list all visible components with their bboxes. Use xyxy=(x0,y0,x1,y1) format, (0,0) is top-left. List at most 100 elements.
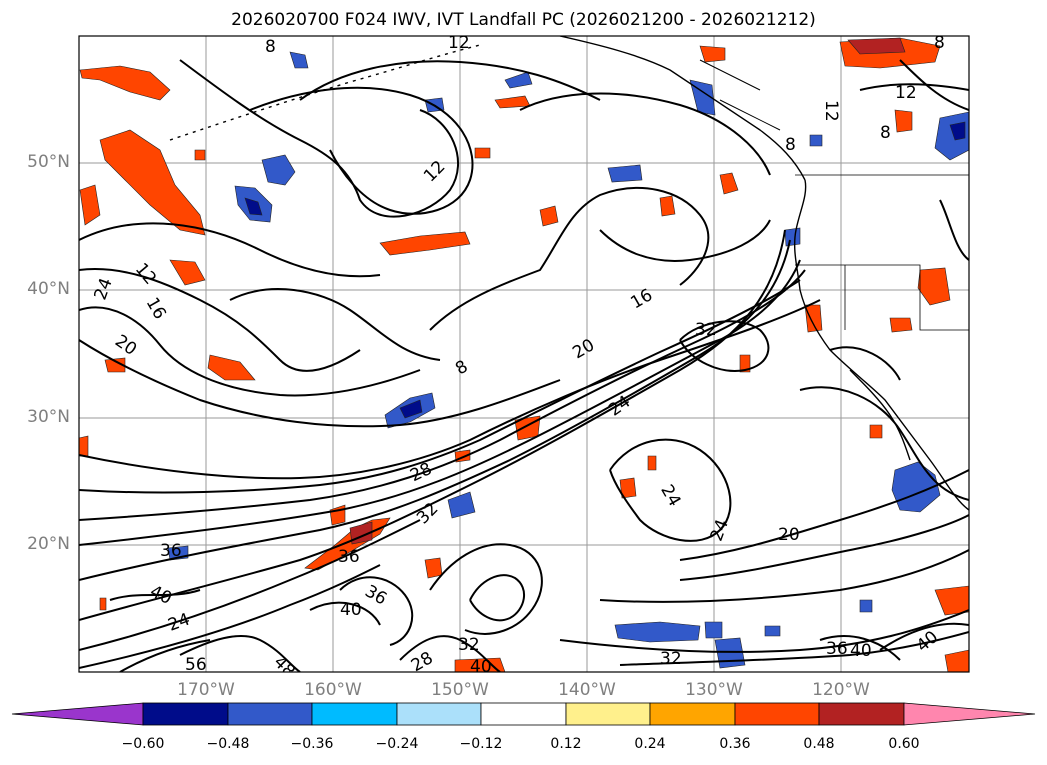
anomaly-patch xyxy=(607,164,643,183)
contour-label: 36 xyxy=(338,547,360,567)
colorbar-tick-label: 0.36 xyxy=(719,736,751,752)
contour-line xyxy=(559,609,969,653)
contour-label: 32 xyxy=(695,320,717,340)
colorbar-tick-label: −0.12 xyxy=(459,736,503,752)
anomaly-patch xyxy=(614,621,701,643)
anomaly-patch xyxy=(704,621,723,639)
map-frame xyxy=(78,35,970,673)
anomaly-patch xyxy=(289,51,309,69)
contour-line xyxy=(339,576,414,646)
coastline xyxy=(169,36,969,511)
anomaly-patch xyxy=(244,197,263,216)
anomaly-patch xyxy=(194,149,206,161)
contour-label: 32 xyxy=(458,635,480,655)
contour-line xyxy=(679,320,770,372)
contour-label: 32 xyxy=(660,649,682,669)
map-background xyxy=(79,36,969,672)
colorbar-swatch xyxy=(142,702,229,726)
colorbar-tick-label: −0.60 xyxy=(121,736,165,752)
anomaly-patch xyxy=(809,134,823,147)
north-america-coast xyxy=(793,179,969,511)
contour-label: 36 xyxy=(160,541,182,561)
anomaly-patch xyxy=(949,121,966,141)
contour-line xyxy=(79,222,381,278)
contour-label: 36 xyxy=(826,639,848,659)
contour-line xyxy=(399,635,501,672)
colorbar-swatch xyxy=(649,702,736,726)
contour-lines xyxy=(79,59,969,672)
lat-label: 30°N xyxy=(27,407,70,427)
colorbar-swatch xyxy=(818,702,905,726)
colorbar-tick-label: −0.24 xyxy=(375,736,419,752)
anomaly-patch xyxy=(99,597,107,611)
contour-line xyxy=(309,601,381,626)
aleutian-chain xyxy=(169,44,481,141)
lon-label: 160°W xyxy=(304,680,362,700)
graticule xyxy=(79,36,969,672)
colorbar-tick-label: 0.12 xyxy=(550,736,582,752)
anomaly-patch xyxy=(847,37,906,55)
colorbar-swatch xyxy=(311,702,398,726)
contour-line xyxy=(429,543,543,635)
colorbar-swatch xyxy=(480,702,567,726)
lon-label: 130°W xyxy=(685,680,743,700)
colorbar-tick-label: −0.36 xyxy=(290,736,334,752)
contour-line xyxy=(859,83,969,91)
contour-line xyxy=(819,635,901,661)
contour-label: 8 xyxy=(880,123,891,143)
colorbar-extend-low xyxy=(11,702,144,726)
anomaly-patch xyxy=(104,357,126,373)
contour-line xyxy=(609,438,732,542)
anomaly-patch xyxy=(79,184,101,226)
contour-label: 8 xyxy=(934,33,945,53)
contour-line xyxy=(79,299,821,480)
lon-label: 150°W xyxy=(431,680,489,700)
contour-line xyxy=(179,59,460,218)
colorbar-swatch xyxy=(734,702,820,726)
anomaly-patch xyxy=(261,154,296,186)
contour-line xyxy=(79,519,421,651)
contour-line xyxy=(109,589,201,601)
contour-line xyxy=(249,86,474,215)
contour-label: 12 xyxy=(895,83,917,103)
anomaly-patch xyxy=(699,45,726,63)
contour-line xyxy=(79,339,561,428)
anomaly-patch xyxy=(917,267,951,306)
contour-label: 20 xyxy=(778,525,800,545)
anomaly-patch xyxy=(689,79,716,116)
anomaly-patch xyxy=(934,585,969,616)
anomaly-patch xyxy=(859,599,873,613)
anomaly-patch xyxy=(424,557,443,579)
contour-label: 28 xyxy=(408,648,437,676)
alaska-coast xyxy=(559,36,806,181)
anomaly-patch xyxy=(474,147,491,159)
anomaly-patch xyxy=(804,304,823,333)
anomaly-patch xyxy=(764,625,781,637)
colorbar-tick-label: 0.48 xyxy=(803,736,835,752)
contour-label: 40 xyxy=(340,600,362,620)
anomaly-patch xyxy=(79,65,171,101)
anomaly-patch xyxy=(944,649,969,672)
anomaly-patch xyxy=(714,637,746,669)
baja-coast xyxy=(849,369,911,461)
contour-line xyxy=(829,346,901,381)
colorbar-tick-label: 0.24 xyxy=(634,736,666,752)
anomaly-patch xyxy=(504,71,533,89)
contour-line xyxy=(79,279,801,494)
anomaly-patch xyxy=(99,129,206,236)
contour-line xyxy=(879,622,969,651)
contour-line xyxy=(79,564,381,669)
contour-line xyxy=(519,92,771,176)
contour-label: 12 xyxy=(821,100,841,122)
anomaly-patch xyxy=(399,399,423,419)
contour-label: 12 xyxy=(448,33,470,53)
anomaly-patch xyxy=(647,455,657,471)
state-borders xyxy=(795,174,969,331)
colorbar-swatch xyxy=(565,702,651,726)
anomaly-patch xyxy=(447,491,476,519)
lat-label: 20°N xyxy=(27,534,70,554)
anomaly-patch xyxy=(207,354,256,381)
anomaly-patch xyxy=(539,205,559,227)
plot-title: 2026020700 F024 IWV, IVT Landfall PC (20… xyxy=(231,10,816,30)
contour-line xyxy=(299,60,601,101)
